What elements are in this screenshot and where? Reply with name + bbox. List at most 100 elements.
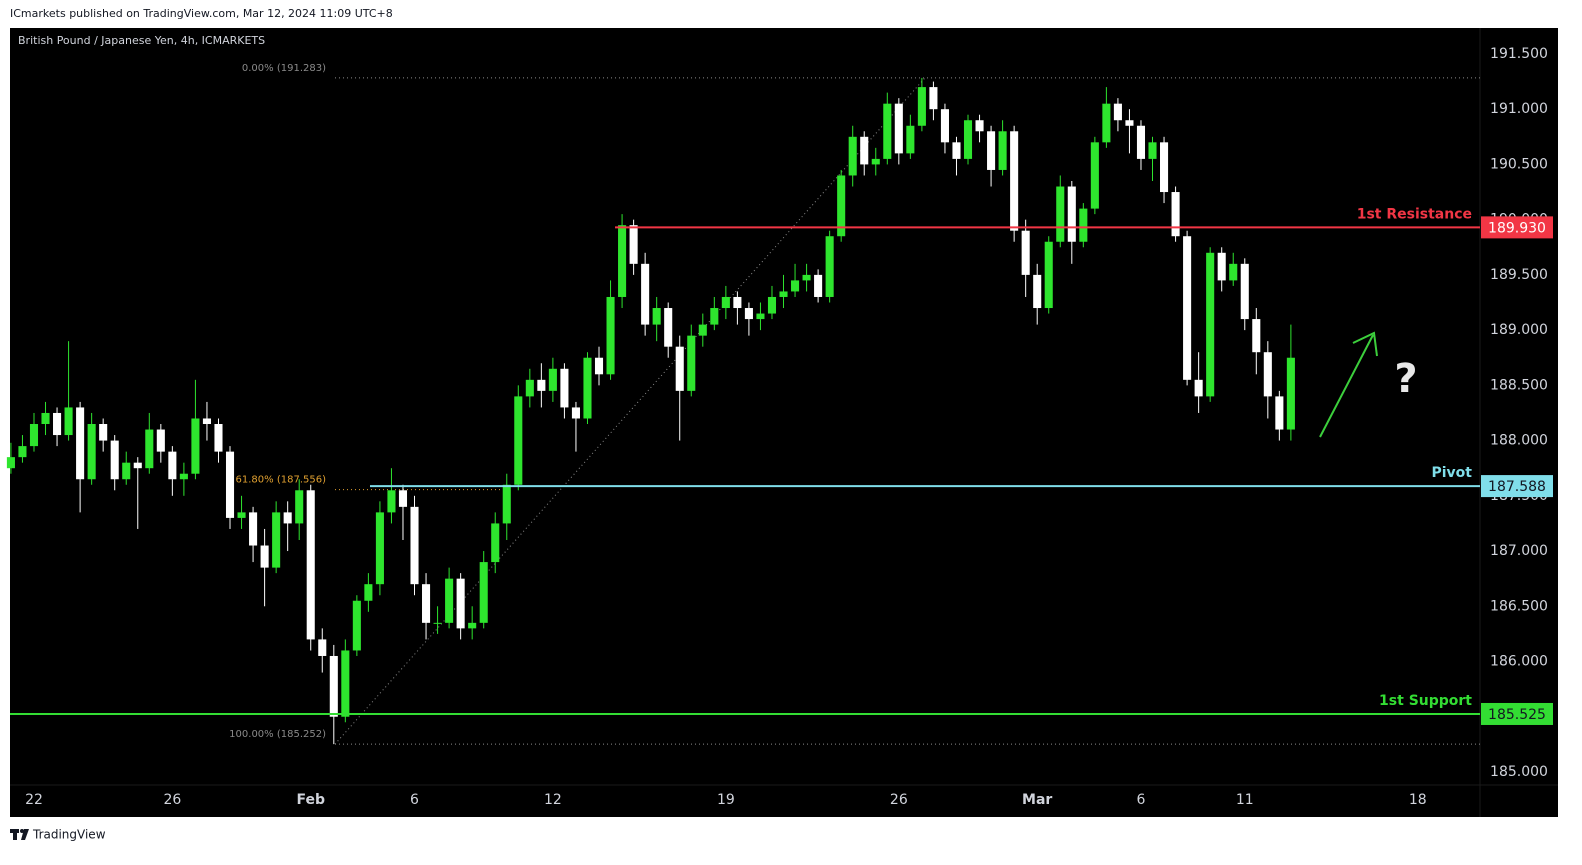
- candle-body: [618, 225, 627, 297]
- candle-body: [1067, 186, 1076, 242]
- logo-text: TradingView: [32, 828, 106, 842]
- x-tick-label: 6: [1137, 792, 1146, 808]
- annotation: ?: [1394, 356, 1417, 402]
- candle-body: [825, 236, 834, 297]
- candle-body: [652, 308, 661, 325]
- candle-body: [802, 274, 811, 281]
- candle-body: [756, 313, 765, 320]
- candle-body: [548, 368, 557, 391]
- candle-body: [145, 429, 154, 469]
- tv-logo: TradingView: [10, 828, 106, 842]
- candle-body: [133, 462, 142, 469]
- published-note: ICmarkets published on TradingView.com, …: [10, 7, 393, 20]
- candle-body: [929, 87, 938, 110]
- x-tick-label: 22: [25, 792, 43, 808]
- candle-body: [675, 346, 684, 391]
- candle-body: [1033, 274, 1042, 309]
- candle-body: [537, 379, 546, 391]
- candle-body: [917, 87, 926, 126]
- candle-body: [525, 379, 534, 397]
- candle-body: [1217, 252, 1226, 281]
- candle-body: [1171, 192, 1180, 237]
- candle-body: [225, 451, 235, 518]
- candle-body: [594, 357, 604, 375]
- candle-body: [387, 490, 396, 513]
- candle-body: [906, 125, 915, 154]
- y-tick-label: 190.500: [1490, 156, 1548, 172]
- candle-body: [237, 512, 246, 518]
- candle-body: [860, 136, 869, 165]
- candle-body: [18, 446, 27, 458]
- candle-body: [1102, 103, 1111, 143]
- y-tick-label: 185.000: [1490, 764, 1548, 780]
- candle-body: [456, 578, 465, 629]
- candle-body: [1229, 263, 1238, 281]
- candle-body: [814, 274, 823, 297]
- candle-body: [479, 562, 488, 623]
- price-box: [1481, 702, 1553, 725]
- price-box-label: 185.525: [1488, 707, 1546, 723]
- candle-body: [214, 424, 223, 452]
- level-name: Pivot: [1432, 465, 1473, 481]
- candle-body: [53, 412, 62, 436]
- chart-title: British Pound / Japanese Yen, 4h, ICMARK…: [18, 34, 265, 47]
- candle-body: [987, 131, 996, 170]
- logo-mark: [21, 829, 29, 840]
- candle-body: [364, 584, 373, 601]
- candle-body: [191, 418, 200, 474]
- candle-body: [1079, 208, 1088, 242]
- candle-body: [710, 308, 719, 325]
- y-tick-label: 187.000: [1490, 543, 1548, 559]
- x-tick-label: Mar: [1022, 792, 1052, 808]
- candle-body: [871, 158, 880, 165]
- candle-body: [1021, 230, 1030, 275]
- candle-body: [318, 639, 327, 656]
- candle-body: [99, 424, 108, 441]
- arrow-shaft: [1319, 334, 1374, 438]
- candle-body: [698, 324, 707, 336]
- candle-body: [468, 622, 477, 629]
- candle-body: [779, 291, 788, 297]
- price-box: [1481, 475, 1553, 498]
- candle-body: [179, 473, 188, 480]
- plot: 185.000185.500186.000186.500187.000187.5…: [6, 46, 1553, 808]
- candle-body: [687, 335, 696, 391]
- candle-body: [445, 578, 454, 623]
- y-tick-label: 186.000: [1490, 654, 1548, 670]
- arrow-head: [1352, 331, 1378, 357]
- candle-body: [998, 131, 1007, 170]
- candle-body: [940, 109, 949, 143]
- candle-body: [744, 308, 753, 320]
- candle-body: [110, 440, 119, 480]
- candle-body: [168, 451, 177, 480]
- candle-body: [1240, 263, 1249, 320]
- x-tick-label: 26: [163, 792, 181, 808]
- y-tick-label: 191.000: [1490, 101, 1548, 117]
- y-tick-label: 189.000: [1490, 322, 1548, 338]
- candle-body: [341, 650, 350, 717]
- candle-body: [1148, 142, 1157, 159]
- candle-body: [1113, 103, 1122, 121]
- candle-body: [422, 584, 431, 623]
- candle-body: [410, 506, 419, 585]
- candle-body: [1136, 125, 1146, 159]
- fib-label: 61.80% (187.556): [236, 475, 327, 486]
- candle-body: [1056, 186, 1065, 242]
- x-tick-label: 12: [544, 792, 562, 808]
- candle-body: [767, 296, 777, 314]
- candle-body: [963, 120, 973, 159]
- candle-body: [283, 512, 292, 524]
- x-tick-label: 6: [410, 792, 419, 808]
- candle-body: [295, 490, 304, 524]
- candle-body: [272, 512, 281, 568]
- candle-body: [1090, 142, 1099, 209]
- candle-body: [952, 142, 961, 159]
- y-tick-label: 189.500: [1490, 267, 1548, 283]
- candle-body: [1263, 352, 1272, 397]
- candle-body: [791, 280, 800, 292]
- x-tick-label: Feb: [296, 792, 325, 808]
- x-tick-label: 18: [1409, 792, 1427, 808]
- candle-body: [375, 512, 384, 585]
